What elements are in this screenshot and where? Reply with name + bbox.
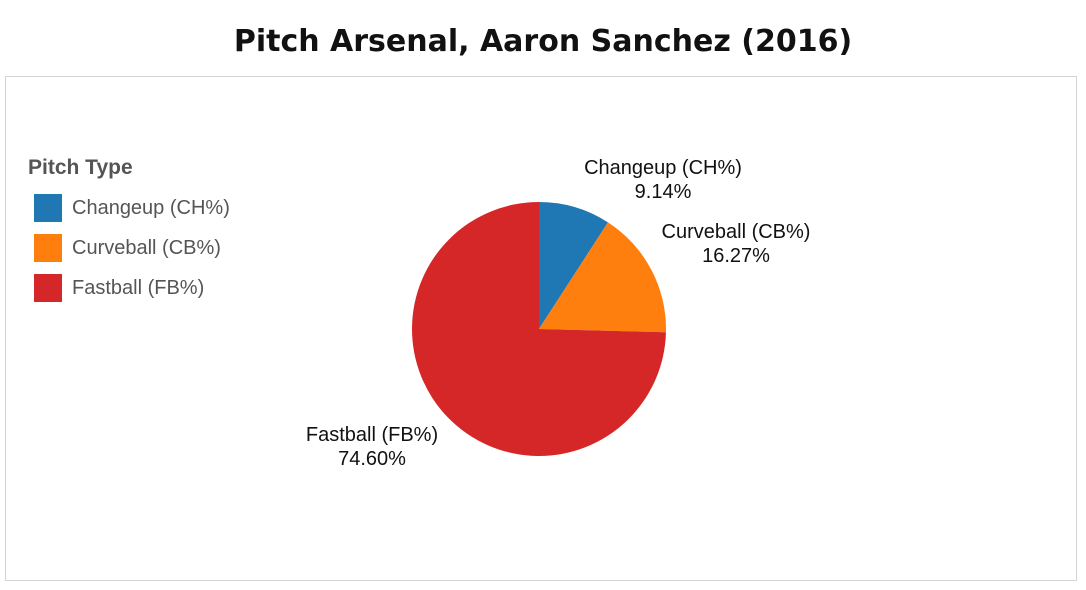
legend-label-curveball: Curveball (CB%) [72, 236, 221, 259]
legend-swatch-fastball [34, 274, 62, 302]
slice-label-changeup: Changeup (CH%) [584, 157, 742, 179]
chart-title: Pitch Arsenal, Aaron Sanchez (2016) [233, 24, 853, 59]
legend-item-fastball[interactable]: Fastball (FB%) [28, 268, 230, 308]
legend-label-fastball: Fastball (FB%) [72, 276, 205, 299]
pie-slices [412, 202, 666, 457]
chart-frame [5, 76, 1077, 581]
pie-slice-changeup[interactable] [539, 202, 608, 329]
slice-value-curveball: 16.27% [702, 245, 770, 267]
pie-slice-fastball[interactable] [412, 202, 666, 457]
legend-item-curveball[interactable]: Curveball (CB%) [28, 228, 230, 268]
legend-title: Pitch Type [28, 156, 133, 179]
legend-label-changeup: Changeup (CH%) [72, 196, 230, 219]
legend: Pitch Type Changeup (CH%) Curveball (CB%… [28, 156, 230, 308]
slice-label-curveball: Curveball (CB%) [662, 221, 811, 243]
slice-value-fastball: 74.60% [338, 448, 406, 470]
slice-value-changeup: 9.14% [635, 181, 692, 203]
slice-label-fastball: Fastball (FB%) [306, 424, 438, 446]
legend-item-changeup[interactable]: Changeup (CH%) [28, 188, 230, 228]
legend-swatch-changeup [34, 194, 62, 222]
legend-swatch-curveball [34, 234, 62, 262]
pie-labels: Changeup (CH%)9.14% Curveball (CB%)16.27%… [306, 157, 811, 470]
pie-slice-curveball[interactable] [539, 222, 666, 333]
